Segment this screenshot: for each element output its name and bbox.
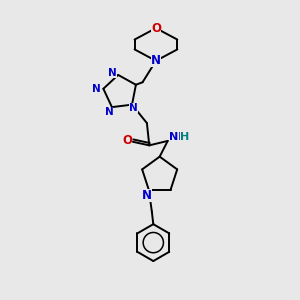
Text: N: N	[109, 68, 117, 78]
Text: N: N	[151, 54, 161, 67]
Text: N: N	[142, 189, 152, 202]
Text: O: O	[151, 22, 161, 34]
Text: N: N	[129, 103, 138, 113]
Text: N: N	[92, 84, 101, 94]
Text: O: O	[122, 134, 132, 147]
Text: H: H	[180, 132, 189, 142]
Text: NH: NH	[169, 132, 188, 142]
Text: N: N	[105, 106, 113, 117]
